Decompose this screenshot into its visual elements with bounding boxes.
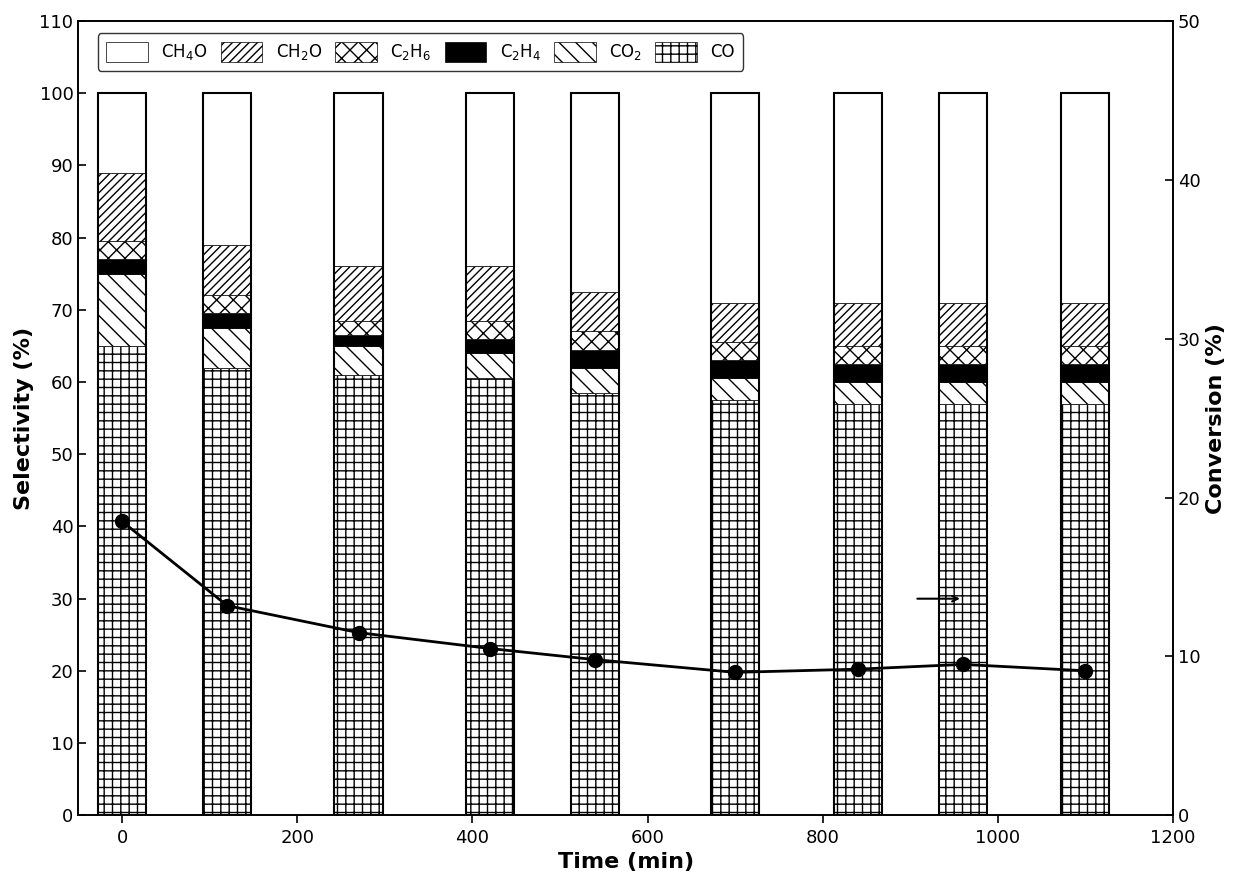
Bar — [203, 368, 252, 815]
Bar — [335, 346, 383, 375]
Bar — [98, 346, 146, 815]
Bar — [711, 342, 759, 361]
Bar — [570, 349, 619, 368]
Bar — [466, 267, 513, 321]
Bar — [833, 346, 882, 364]
Bar — [466, 93, 513, 267]
Bar — [98, 173, 146, 241]
Bar — [711, 93, 759, 815]
Bar — [335, 375, 383, 815]
Bar — [1061, 93, 1110, 302]
Bar — [833, 93, 882, 815]
Bar — [833, 364, 882, 382]
Bar — [570, 392, 619, 815]
Bar — [1061, 302, 1110, 346]
Bar — [939, 302, 987, 346]
Bar — [570, 331, 619, 349]
Bar — [711, 361, 759, 378]
Bar — [203, 328, 252, 368]
Bar — [833, 382, 882, 404]
Bar — [98, 93, 146, 815]
Bar — [711, 93, 759, 302]
Bar — [203, 245, 252, 295]
Bar — [335, 335, 383, 346]
Y-axis label: Conversion (%): Conversion (%) — [1207, 323, 1226, 514]
Bar — [203, 314, 252, 328]
Bar — [1061, 346, 1110, 364]
Bar — [711, 302, 759, 342]
Bar — [335, 93, 383, 815]
Bar — [939, 364, 987, 382]
Bar — [466, 354, 513, 378]
Bar — [939, 93, 987, 302]
Bar — [939, 404, 987, 815]
Bar — [570, 291, 619, 331]
Bar — [711, 400, 759, 815]
Bar — [335, 321, 383, 335]
Y-axis label: Selectivity (%): Selectivity (%) — [14, 327, 33, 509]
Bar — [570, 93, 619, 291]
Bar — [939, 93, 987, 815]
Bar — [335, 267, 383, 321]
Bar — [203, 295, 252, 314]
Bar — [1061, 404, 1110, 815]
Bar — [939, 346, 987, 364]
Bar — [1061, 382, 1110, 404]
Bar — [833, 404, 882, 815]
Bar — [466, 338, 513, 354]
Bar — [466, 321, 513, 338]
Bar — [98, 274, 146, 346]
X-axis label: Time (min): Time (min) — [558, 852, 693, 872]
Bar — [833, 302, 882, 346]
Bar — [203, 93, 252, 245]
Bar — [939, 382, 987, 404]
Bar — [98, 93, 146, 173]
Bar — [98, 260, 146, 274]
Bar — [335, 93, 383, 267]
Bar — [570, 93, 619, 815]
Bar — [711, 378, 759, 400]
Bar — [1061, 364, 1110, 382]
Bar — [1061, 93, 1110, 815]
Bar — [833, 93, 882, 302]
Bar — [466, 93, 513, 815]
Bar — [98, 241, 146, 260]
Bar — [466, 378, 513, 815]
Bar — [203, 93, 252, 815]
Legend: CH$_4$O, CH$_2$O, C$_2$H$_6$, C$_2$H$_4$, CO$_2$, CO: CH$_4$O, CH$_2$O, C$_2$H$_6$, C$_2$H$_4$… — [98, 33, 743, 71]
Bar — [570, 368, 619, 392]
